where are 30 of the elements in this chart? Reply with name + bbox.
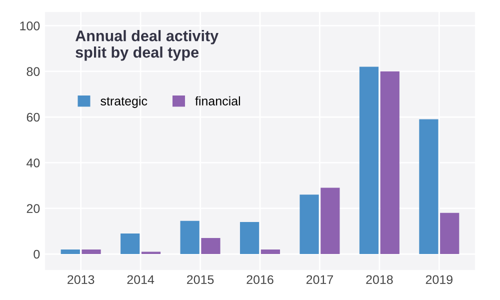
text: Annual deal activity split by deal type (75, 30, 218, 61)
bar (260, 249, 280, 254)
bar (180, 220, 200, 254)
bar (141, 252, 161, 254)
bar (359, 66, 379, 254)
legend-label: strategic (100, 96, 148, 108)
y-tick-label: 60 (26, 112, 40, 122)
x-tick-label: 2013 (68, 275, 94, 284)
bar (201, 238, 220, 254)
bar (300, 194, 319, 254)
x-tick-label: 2014 (127, 275, 154, 284)
bar (320, 188, 340, 254)
y-tick-label: 20 (26, 204, 40, 214)
bar (120, 233, 140, 254)
x-tick-label: 2017 (306, 275, 333, 284)
bar (380, 71, 400, 254)
y-tick-label: 0 (34, 250, 40, 259)
y-tick-label: 40 (26, 158, 40, 168)
y-tick-label: 80 (26, 67, 40, 76)
x-tick-label: 2015 (187, 275, 214, 284)
legend-label: financial (195, 96, 240, 106)
x-tick-label: 2016 (246, 275, 274, 284)
x-tick-label: 2019 (426, 275, 452, 284)
bar (60, 249, 80, 254)
bar (82, 249, 101, 254)
bar (419, 119, 438, 254)
x-tick-label: 2018 (366, 275, 393, 284)
bar (440, 212, 460, 254)
y-tick-label: 100 (20, 22, 40, 30)
bar (240, 222, 260, 254)
